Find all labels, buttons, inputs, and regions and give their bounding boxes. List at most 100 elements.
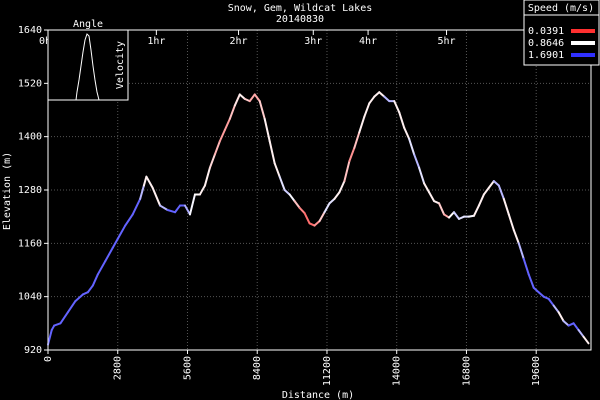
elevation-segment [159, 204, 169, 211]
elevation-segment [139, 184, 145, 200]
speed-legend: Speed (m/s) 0.0391 0.8646 1.6901 [523, 0, 600, 66]
legend-entry-label: 0.0391 [528, 26, 564, 37]
elevation-segment [408, 137, 416, 156]
x-tick-label: 0 [43, 356, 54, 362]
elevation-segment [268, 140, 276, 165]
y-tick-label: 1280 [18, 185, 42, 196]
elevation-segment [507, 213, 515, 231]
elevation-segment [368, 95, 376, 105]
inset-ylabel: Velocity [115, 41, 126, 89]
y-tick-label: 1640 [18, 25, 42, 36]
elevation-segment [403, 126, 411, 140]
elevation-segment [348, 146, 356, 163]
elevation-segment [482, 186, 490, 196]
elevation-segment [333, 191, 341, 200]
elevation-segment [96, 260, 107, 276]
elevation-segment [151, 186, 162, 207]
x-tick-label: 8400 [252, 356, 263, 380]
elevation-segment [74, 293, 84, 303]
elevation-segment [116, 224, 127, 240]
elevation-segment [124, 213, 134, 227]
chart-subtitle: 20140830 [276, 14, 324, 25]
plot-frame [47, 29, 592, 351]
elevation-segment [552, 304, 560, 314]
elevation-segment [86, 284, 94, 294]
elevation-segment [253, 93, 261, 103]
elevation-segment [166, 209, 177, 214]
elevation-segment [373, 91, 381, 98]
elevation-segment [487, 180, 495, 189]
inset-title: Angle [73, 19, 103, 30]
elevation-segment [497, 184, 505, 200]
elevation-segment [188, 193, 196, 216]
chart-title: Snow, Gem, Wildcat Lakes [228, 3, 373, 14]
elevation-segment [223, 117, 231, 131]
elevation-segment [198, 184, 206, 196]
elevation-segment [453, 211, 460, 220]
elevation-segment [278, 175, 286, 191]
inset-angle-curve [75, 33, 100, 101]
legend-entry-label: 0.8646 [528, 38, 564, 49]
legend-title: Speed (m/s) [528, 3, 594, 14]
elevation-segment [233, 93, 241, 107]
inset-frame [47, 29, 129, 101]
elevation-segment [358, 115, 366, 134]
elevation-segment [323, 202, 331, 214]
elevation-segment [492, 180, 500, 187]
elevation-segment [283, 189, 291, 196]
x-tick-label: 14000 [392, 356, 403, 386]
elevation-segment [537, 291, 545, 298]
elevation-segment [562, 320, 570, 327]
elevation-segment [203, 166, 211, 187]
elevation-segment [258, 100, 266, 120]
axes: 0 2800 5600 8400 11200 14000 16800 19600 920 1040… [18, 25, 542, 386]
y-tick-label: 1400 [18, 132, 42, 143]
elevation-segment [477, 193, 485, 207]
elevation-segment [53, 322, 62, 327]
x-tick-label: 19600 [531, 356, 542, 386]
elevation-segment [238, 93, 246, 100]
time-tick-label: 1hr [147, 36, 165, 47]
grid-lines [47, 29, 591, 351]
elevation-segment [517, 242, 525, 260]
x-tick-label: 16800 [461, 356, 472, 386]
elevation-segment [313, 220, 321, 227]
elevation-segment [472, 204, 480, 217]
elevation-segment [328, 197, 336, 205]
elevation-segment [104, 246, 114, 263]
elevation-segment [363, 102, 371, 118]
elevation-segment [59, 311, 69, 325]
x-tick-label: 5600 [182, 356, 193, 380]
elevation-segment [183, 204, 191, 216]
elevation-segment [47, 329, 53, 346]
elevation-segment [383, 95, 391, 103]
elevation-segment [298, 206, 306, 215]
time-tick-label: 2hr [230, 36, 248, 47]
elevation-segment [218, 129, 226, 143]
elevation-segment [547, 297, 555, 307]
elevation-segment [142, 175, 148, 187]
elevation-segment [145, 175, 154, 189]
elevation-segment [343, 160, 351, 183]
legend-entry-label: 1.6901 [528, 50, 564, 61]
elevation-segment [577, 329, 585, 338]
elevation-segment [532, 286, 540, 294]
elevation-segment [273, 162, 281, 178]
elevation-segment [353, 131, 361, 149]
elevation-segment [338, 180, 346, 194]
elevation-segment [572, 322, 580, 331]
elevation-segment [448, 211, 456, 219]
elevation-segment [398, 111, 406, 129]
elevation-series [47, 91, 590, 346]
y-tick-label: 920 [24, 345, 42, 356]
elevation-segment [428, 191, 436, 203]
elevation-segment [208, 153, 216, 169]
elevation-segment [393, 100, 401, 114]
elevation-segment [318, 211, 326, 223]
elevation-segment [413, 153, 421, 169]
elevation-segment [248, 93, 256, 103]
y-tick-label: 1160 [18, 238, 42, 249]
elevation-segment [582, 335, 590, 345]
x-tick-label: 11200 [322, 356, 333, 386]
